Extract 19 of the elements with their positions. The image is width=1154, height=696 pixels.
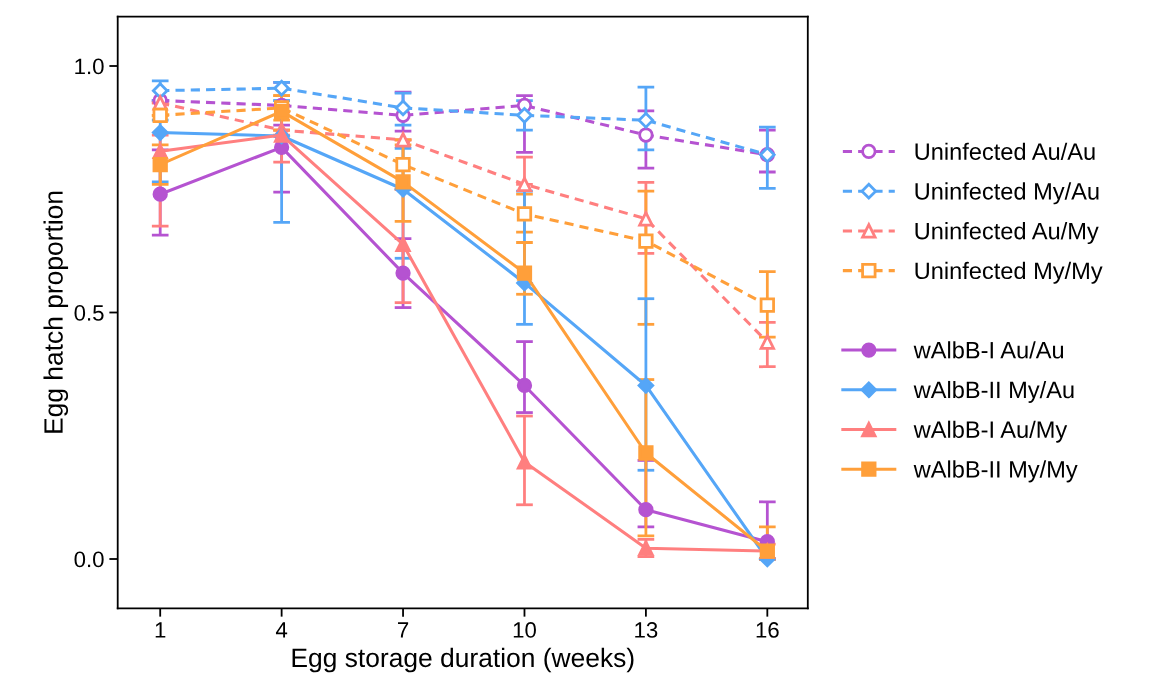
y-tick-label: 0.0	[74, 551, 104, 568]
x-tick-label: 16	[756, 622, 779, 638]
legend-label: Uninfected My/My	[915, 261, 1103, 284]
legend-label: wAlbB-II My/Au	[913, 380, 1074, 403]
y-axis-title: Egg hatch proportion	[43, 191, 69, 433]
legend-label: wAlbB-I Au/Au	[913, 341, 1064, 359]
legend-label: Uninfected Au/My	[915, 222, 1099, 245]
x-tick-label: 13	[635, 622, 658, 638]
x-tick-label: 1	[155, 622, 166, 638]
x-tick-label: 4	[275, 622, 288, 638]
legend-label: wAlbB-II My/My	[913, 460, 1078, 483]
x-tick-label: 10	[513, 622, 536, 638]
y-tick-label: 0.5	[74, 305, 104, 321]
x-tick-label: 7	[398, 622, 409, 638]
legend-label: wAlbB-I Au/My	[913, 420, 1068, 443]
y-tick-label: 1.0	[75, 58, 104, 75]
legend-label: Uninfected My/Au	[915, 182, 1099, 205]
legend-label: Uninfected Au/Au	[915, 142, 1095, 160]
x-axis-title: Egg storage duration (weeks)	[292, 647, 634, 673]
